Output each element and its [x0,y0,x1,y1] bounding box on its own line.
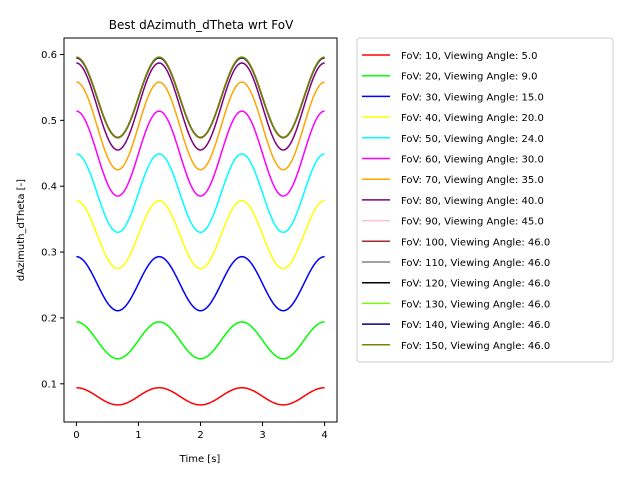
series-line-2 [76,321,325,360]
y-tick-label: 0.4 [41,182,57,193]
legend-entry: FoV: 10, Viewing Angle: 5.0 [401,51,537,62]
legend-entry: FoV: 50, Viewing Angle: 24.0 [401,134,544,145]
x-axis: 0 1 2 3 4 [73,422,328,441]
y-tick-label: 0.6 [41,50,57,61]
legend-entry: FoV: 40, Viewing Angle: 20.0 [401,113,544,124]
legend-entry: FoV: 20, Viewing Angle: 9.0 [401,72,537,83]
y-axis: 0.1 0.2 0.3 0.4 0.5 0.6 [41,50,64,390]
x-tick-label: 4 [321,430,327,441]
legend-entry: FoV: 60, Viewing Angle: 30.0 [401,155,544,166]
legend-entry: FoV: 30, Viewing Angle: 15.0 [401,92,544,103]
y-axis-label: dAzimuth_dTheta [-] [16,179,27,281]
legend-entry: FoV: 100, Viewing Angle: 46.0 [401,237,550,248]
legend-entry: FoV: 110, Viewing Angle: 46.0 [401,258,550,269]
y-tick-label: 0.3 [41,248,57,259]
x-tick-label: 1 [135,430,141,441]
series-line-15 [76,56,325,139]
plot-frame [63,37,338,423]
legend-frame [356,37,614,363]
series-line-6 [76,110,325,197]
series-line-14 [76,57,325,139]
plot-area [63,37,338,423]
series-line-12 [76,57,325,139]
series-line-9 [76,57,325,139]
legend-entry: FoV: 140, Viewing Angle: 46.0 [401,320,550,331]
y-tick-label: 0.2 [41,313,57,324]
series-layer [76,56,325,406]
x-tick-label: 0 [73,430,79,441]
y-tick-label: 0.5 [41,116,57,127]
chart-title: Best dAzimuth_dTheta wrt FoV [109,18,294,32]
legend-entry: FoV: 70, Viewing Angle: 35.0 [401,175,544,186]
legend-entry: FoV: 120, Viewing Angle: 46.0 [401,279,550,290]
series-line-3 [76,255,325,312]
legend-entry: FoV: 130, Viewing Angle: 46.0 [401,299,550,310]
x-tick-label: 2 [197,430,203,441]
series-line-4 [76,199,325,270]
legend-entry: FoV: 90, Viewing Angle: 45.0 [401,217,544,228]
x-tick-label: 3 [259,430,265,441]
legend-entry: FoV: 150, Viewing Angle: 46.0 [401,341,550,352]
series-line-8 [76,62,325,151]
series-line-1 [76,386,325,406]
x-axis-label: Time [s] [179,454,221,465]
y-tick-label: 0.1 [41,379,57,390]
series-line-13 [76,57,325,139]
series-line-10 [76,57,325,139]
legend: FoV: 10, Viewing Angle: 5.0 FoV: 20, View… [356,37,614,363]
legend-entry: FoV: 80, Viewing Angle: 40.0 [401,196,544,207]
series-line-7 [76,81,325,171]
series-line-5 [76,153,325,234]
legend-items: FoV: 10, Viewing Angle: 5.0 FoV: 20, View… [362,51,550,352]
series-line-11 [76,57,325,139]
